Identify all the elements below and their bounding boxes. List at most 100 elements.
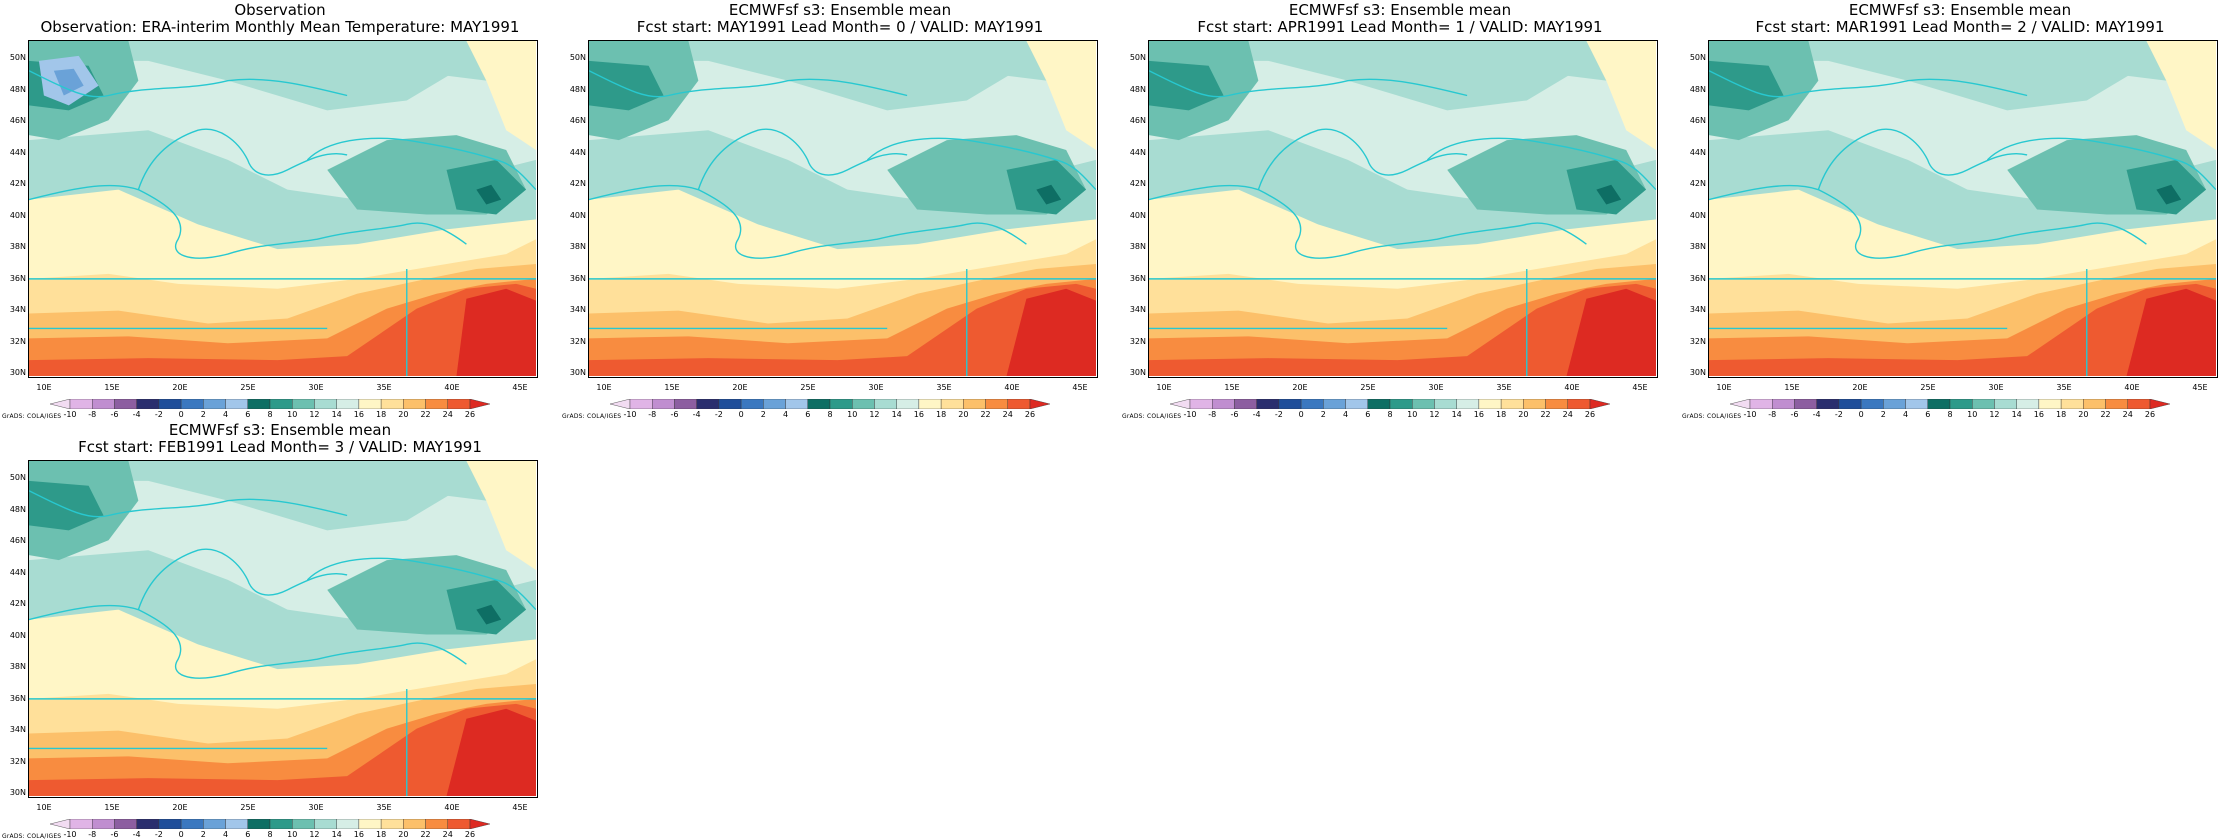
lat-tick-label: 44N bbox=[1129, 147, 1146, 157]
lon-tick-label: 30E bbox=[1428, 383, 1444, 392]
colorbar-label: 14 bbox=[331, 830, 342, 839]
contour-band-12 bbox=[29, 41, 536, 81]
lat-tick-label: 44N bbox=[9, 147, 26, 157]
colorbar-swatch bbox=[629, 399, 653, 409]
contour-band-26 bbox=[456, 288, 536, 376]
colorbar-label: 16 bbox=[353, 410, 364, 419]
colorbar-swatch bbox=[1927, 399, 1951, 409]
colorbar-swatch bbox=[807, 399, 831, 409]
lon-tick-label: 10E bbox=[1716, 383, 1732, 392]
colorbar-label: -10 bbox=[623, 410, 637, 419]
contour-band-24 bbox=[29, 703, 536, 796]
lat-tick-label: 48N bbox=[569, 84, 586, 94]
colorbar-swatch bbox=[380, 819, 404, 829]
colorbar-swatch bbox=[1883, 399, 1906, 409]
colorbar-swatch bbox=[2038, 399, 2062, 409]
border-central-europe bbox=[589, 70, 908, 98]
lat-tick-label: 44N bbox=[9, 567, 26, 577]
colorbar-swatch bbox=[1994, 399, 2017, 409]
colorbar-label: 18 bbox=[1496, 410, 1507, 419]
colorbar-label: -8 bbox=[1768, 410, 1777, 419]
colorbar-label: -8 bbox=[88, 830, 97, 839]
colorbar-label: 22 bbox=[420, 830, 431, 839]
coastline-black-sea bbox=[306, 557, 536, 611]
colorbar-swatch bbox=[1567, 399, 1591, 409]
colorbar-swatch bbox=[610, 399, 631, 409]
colorbar-label: -10 bbox=[63, 410, 77, 419]
colorbar-label: 20 bbox=[958, 410, 969, 419]
contour-band-24 bbox=[1149, 283, 1656, 376]
colorbar-label: -10 bbox=[1743, 410, 1757, 419]
colorbar-swatch bbox=[1730, 399, 1751, 409]
colorbar-label: 22 bbox=[2100, 410, 2111, 419]
panel-subtitle: Fcst start: MAY1991 Lead Month= 0 / VALI… bbox=[636, 18, 1044, 36]
colorbar-label: 12 bbox=[1989, 410, 2000, 419]
colorbar-label: -8 bbox=[88, 410, 97, 419]
colorbar-label: -2 bbox=[154, 830, 163, 839]
colorbar-swatch bbox=[1794, 399, 1817, 409]
colorbar-swatch bbox=[336, 399, 360, 409]
colorbar bbox=[610, 399, 1050, 409]
colorbar-label: 12 bbox=[869, 410, 880, 419]
colorbar-label: 18 bbox=[376, 830, 387, 839]
borders-africa bbox=[589, 268, 1096, 376]
lat-tick-label: 36N bbox=[9, 273, 26, 283]
colorbar-swatch bbox=[1007, 399, 1031, 409]
colorbar-swatch bbox=[269, 819, 293, 829]
map-area bbox=[28, 460, 538, 798]
contour-band-12 bbox=[589, 41, 1096, 81]
borders-africa bbox=[29, 688, 536, 796]
colorbar-label: 20 bbox=[398, 410, 409, 419]
colorbar-label: 14 bbox=[1451, 410, 1462, 419]
lon-tick-label: 45E bbox=[512, 383, 528, 392]
colorbar-label: 26 bbox=[2144, 410, 2156, 419]
colorbar-label: 16 bbox=[353, 830, 364, 839]
lat-tick-label: 42N bbox=[1129, 179, 1146, 188]
colorbar-swatch bbox=[740, 399, 764, 409]
map-panel: ECMWFsf s3: Ensemble mean Fcst start: MAR… bbox=[1680, 0, 2240, 420]
lat-tick-label: 50N bbox=[1129, 53, 1146, 62]
lat-tick-label: 46N bbox=[9, 536, 26, 545]
lat-tick-label: 34N bbox=[1129, 305, 1146, 314]
colorbar-swatch bbox=[1838, 399, 1862, 409]
contour-band-26 bbox=[1006, 288, 1096, 376]
lon-tick-label: 40E bbox=[2124, 383, 2140, 392]
colorbar-label: -4 bbox=[132, 410, 141, 419]
contour-band-16-ne bbox=[1586, 41, 1656, 151]
lat-tick-label: 42N bbox=[9, 599, 26, 608]
coastline-italy-balkans bbox=[1257, 128, 1468, 190]
lat-tick-label: 50N bbox=[9, 473, 26, 482]
coastline-north-africa bbox=[1149, 184, 1587, 259]
colorbar-label: 16 bbox=[1473, 410, 1484, 419]
colorbar-label: 24 bbox=[442, 830, 453, 839]
colorbar-swatch bbox=[1949, 399, 1973, 409]
lon-tick-label: 10E bbox=[596, 383, 612, 392]
contour-band-26 bbox=[1566, 288, 1656, 376]
panel-subtitle: Fcst start: APR1991 Lead Month= 1 / VALI… bbox=[1197, 18, 1603, 36]
grads-credit: GrADS: COLA/IGES bbox=[1122, 413, 1182, 420]
colorbar-swatch bbox=[247, 819, 271, 829]
contour-band-24 bbox=[589, 283, 1096, 376]
colorbar-label: -2 bbox=[154, 410, 163, 419]
temperature-contour-map bbox=[29, 41, 536, 376]
colorbar-label: 14 bbox=[331, 410, 342, 419]
colorbar-label: -2 bbox=[714, 410, 723, 419]
border-central-europe bbox=[29, 490, 348, 518]
lat-tick-label: 36N bbox=[1129, 273, 1146, 283]
panel-title: ECMWFsf s3: Ensemble mean bbox=[1848, 1, 2072, 19]
colorbar-swatch bbox=[1278, 399, 1302, 409]
colorbar-swatch bbox=[292, 399, 315, 409]
map-area bbox=[588, 40, 1098, 378]
colorbar-swatch bbox=[447, 819, 471, 829]
colorbar-swatch bbox=[1367, 399, 1391, 409]
colorbar-label: -4 bbox=[132, 830, 141, 839]
panel-subtitle: Fcst start: MAR1991 Lead Month= 2 / VALI… bbox=[1755, 18, 2165, 36]
colorbar-swatch bbox=[2083, 399, 2106, 409]
lon-tick-label: 40E bbox=[444, 803, 460, 812]
contour-band-8 bbox=[1149, 60, 1224, 111]
colorbar-label: 0 bbox=[1858, 410, 1864, 419]
lon-tick-label: 45E bbox=[2192, 383, 2208, 392]
lon-tick-label: 25E bbox=[240, 383, 256, 392]
lat-tick-label: 50N bbox=[1689, 53, 1706, 62]
colorbar-label: 4 bbox=[1903, 410, 1909, 419]
